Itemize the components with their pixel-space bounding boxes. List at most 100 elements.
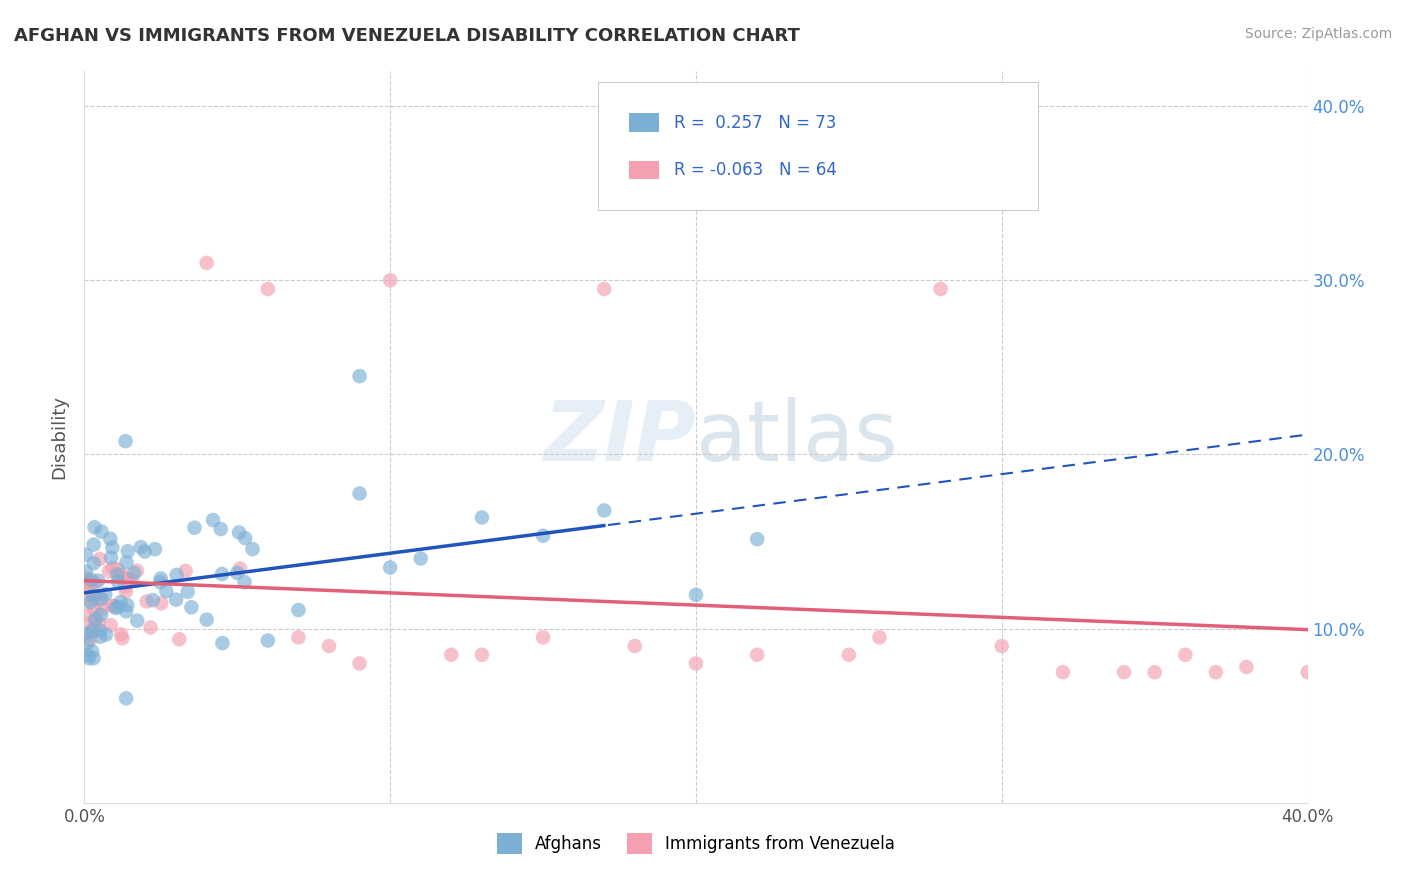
Point [75, 565, 97, 579]
Text: atlas: atlas [696, 397, 897, 477]
Point [257, 282, 280, 296]
Point [180, 600, 202, 615]
Point [107, 574, 129, 589]
Point [89, 552, 111, 566]
Point [84, 621, 107, 635]
Point [531, 631, 554, 645]
Point [82, 624, 104, 638]
Point [110, 568, 132, 582]
Point [100, 618, 122, 632]
Point [104, 601, 127, 615]
Point [122, 566, 145, 580]
Point [80, 615, 103, 630]
Point [226, 566, 249, 580]
Point [91, 601, 114, 615]
Point [100, 550, 122, 565]
Point [103, 599, 125, 613]
Point [211, 636, 233, 650]
Point [471, 510, 494, 524]
Point [685, 588, 707, 602]
Point [1114, 665, 1136, 680]
Point [349, 657, 371, 671]
Point [166, 567, 188, 582]
Point [114, 434, 136, 449]
Point [471, 648, 494, 662]
Point [87, 574, 110, 588]
Point [90, 592, 112, 607]
Text: AFGHAN VS IMMIGRANTS FROM VENEZUELA DISABILITY CORRELATION CHART: AFGHAN VS IMMIGRANTS FROM VENEZUELA DISA… [14, 27, 800, 45]
FancyBboxPatch shape [628, 161, 659, 179]
Point [80, 573, 103, 587]
Point [90, 591, 112, 605]
Point [76, 626, 98, 640]
Point [110, 627, 132, 641]
Point [83, 602, 105, 616]
Point [624, 639, 647, 653]
Point [183, 521, 205, 535]
Point [101, 561, 124, 575]
Point [79, 633, 101, 648]
Point [125, 564, 148, 578]
Point [167, 632, 190, 647]
Point [349, 369, 371, 384]
Point [79, 582, 101, 596]
Text: Source: ZipAtlas.com: Source: ZipAtlas.com [1244, 27, 1392, 41]
Point [79, 595, 101, 609]
Point [869, 631, 891, 645]
Point [105, 562, 128, 576]
Point [228, 525, 250, 540]
Point [76, 576, 98, 591]
Text: ZIP: ZIP [543, 397, 696, 477]
Point [209, 522, 232, 536]
Point [75, 571, 97, 585]
Point [89, 624, 111, 638]
Point [440, 648, 463, 662]
Point [90, 524, 112, 539]
Point [94, 628, 117, 642]
Point [174, 564, 197, 578]
Text: R =  0.257   N = 73: R = 0.257 N = 73 [673, 113, 837, 131]
Point [149, 572, 172, 586]
Point [117, 544, 139, 558]
Point [134, 544, 156, 558]
Point [139, 620, 162, 634]
Point [110, 595, 132, 609]
Point [83, 556, 105, 570]
Point [76, 648, 98, 662]
Point [165, 592, 187, 607]
Point [195, 613, 218, 627]
Point [83, 651, 105, 665]
Point [115, 691, 138, 706]
Point [531, 529, 554, 543]
Point [83, 538, 105, 552]
Point [150, 596, 173, 610]
Point [242, 542, 264, 557]
Point [195, 256, 218, 270]
Point [83, 520, 105, 534]
Point [202, 513, 225, 527]
Point [929, 282, 952, 296]
Point [155, 584, 177, 599]
Point [101, 541, 124, 555]
Point [747, 532, 769, 546]
Point [176, 584, 198, 599]
Point [94, 587, 117, 601]
Point [83, 576, 105, 591]
Point [117, 598, 139, 612]
Point [380, 560, 402, 574]
Point [89, 630, 111, 644]
Point [349, 486, 371, 500]
Point [82, 588, 104, 602]
Point [107, 567, 129, 582]
Point [112, 570, 135, 584]
Legend: Afghans, Immigrants from Venezuela: Afghans, Immigrants from Venezuela [491, 827, 901, 860]
Point [117, 573, 139, 587]
Point [211, 567, 233, 582]
Point [229, 561, 252, 575]
Point [111, 632, 134, 646]
Point [149, 575, 172, 590]
Point [77, 607, 100, 622]
Point [257, 633, 280, 648]
Point [77, 651, 100, 665]
Point [233, 575, 256, 590]
